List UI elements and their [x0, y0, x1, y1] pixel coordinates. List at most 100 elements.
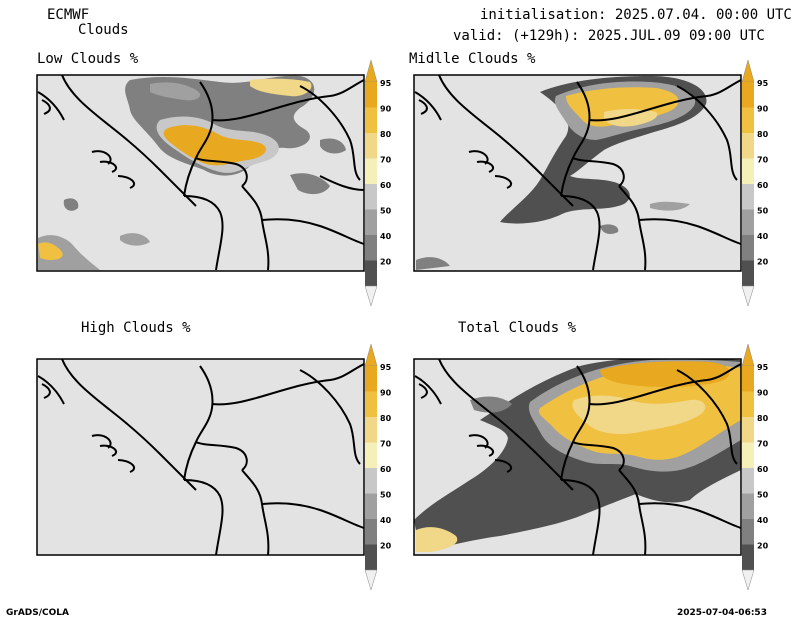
colorbar-segment: [742, 158, 754, 184]
colorbar-bottom-arrow: [741, 569, 755, 591]
colorbar-segment: [365, 184, 377, 210]
footer-timestamp-label: 2025-07-04-06:53: [677, 608, 767, 618]
map-panel-high-clouds: [36, 358, 365, 556]
colorbar-segment: [365, 260, 377, 286]
colorbar-tick-label: 95: [757, 363, 769, 372]
colorbar-segment: [742, 519, 754, 545]
colorbar-tick-label: 60: [380, 465, 392, 474]
panel-title-total-clouds: Total Clouds %: [458, 320, 577, 336]
colorbar-segment: [742, 133, 754, 159]
cloud-field: [470, 396, 512, 413]
colorbar-segment: [365, 468, 377, 494]
colorbar-segment: [742, 391, 754, 417]
borders-and-coastline: [414, 359, 741, 555]
cloud-field: [650, 201, 690, 211]
colorbar: 95 90 80 70 60 50 40 20: [364, 343, 392, 591]
colorbar-segment: [365, 133, 377, 159]
colorbar-tick-label: 80: [757, 414, 769, 423]
colorbar-tick-label: 95: [380, 79, 392, 88]
colorbar-tick-label: 60: [380, 181, 392, 190]
colorbar-tick-label: 50: [757, 207, 769, 216]
cloud-field: [604, 109, 658, 127]
panel-title-low-clouds: Low Clouds %: [37, 51, 139, 67]
map-panel-total-clouds: [413, 358, 742, 556]
colorbar-segment: [742, 493, 754, 519]
borders-and-coastline: [414, 75, 741, 271]
colorbar-tick-label: 40: [380, 516, 392, 525]
colorbar-segment: [742, 107, 754, 133]
colorbar-tick-label: 50: [380, 491, 392, 500]
colorbar-tick-label: 50: [757, 491, 769, 500]
colorbar-tick-label: 90: [757, 105, 769, 114]
colorbar-tick-label: 20: [757, 542, 769, 551]
colorbar-segment: [742, 184, 754, 210]
colorbar-segment: [742, 366, 754, 392]
colorbar-segment: [742, 544, 754, 570]
cloud-field: [290, 173, 330, 195]
initialisation-label: initialisation: 2025.07.04. 00:00 UTC: [480, 7, 792, 23]
footer-software-label: GrADS/COLA: [6, 608, 69, 618]
cloud-field: [150, 82, 201, 101]
cloud-field: [572, 395, 706, 434]
colorbar-segment: [742, 417, 754, 443]
model-label: ECMWF: [47, 7, 90, 23]
colorbar-segment: [365, 544, 377, 570]
colorbar-tick-label: 80: [757, 130, 769, 139]
colorbar-tick-label: 90: [380, 105, 392, 114]
colorbar-tick-label: 50: [380, 207, 392, 216]
map-panel-middle-clouds: [413, 74, 742, 272]
colorbar-tick-label: 40: [380, 232, 392, 241]
colorbars: 95 90 80 70 60 50 40 20 95 90 80 70 60 50 40 20 95 90 80 70…: [364, 59, 769, 591]
cloud-field: [250, 78, 312, 97]
colorbar-segment: [365, 366, 377, 392]
colorbar-segment: [365, 107, 377, 133]
cloud-field: [120, 233, 150, 246]
cloud-field: [600, 224, 619, 234]
cloud-field: [320, 138, 346, 154]
valid-time-label: valid: (+129h): 2025.JUL.09 09:00 UTC: [453, 28, 765, 44]
cloud-field: [63, 198, 79, 211]
colorbar-segment: [365, 442, 377, 468]
colorbar-top-arrow: [741, 59, 755, 83]
colorbar-top-arrow: [741, 343, 755, 367]
colorbar-segment: [365, 493, 377, 519]
colorbar-tick-label: 70: [757, 440, 769, 449]
cloud-field: [163, 125, 267, 166]
colorbar-tick-label: 80: [380, 130, 392, 139]
colorbar-tick-label: 95: [757, 79, 769, 88]
colorbar-bottom-arrow: [364, 285, 378, 307]
colorbar-tick-label: 20: [757, 258, 769, 267]
colorbar-tick-label: 70: [757, 156, 769, 165]
colorbar-top-arrow: [364, 343, 378, 367]
colorbar-segment: [365, 82, 377, 108]
borders-and-coastline: [37, 75, 364, 271]
colorbar-segment: [742, 442, 754, 468]
map-panel-low-clouds: [36, 74, 365, 272]
colorbar-segment: [742, 260, 754, 286]
colorbar-tick-label: 95: [380, 363, 392, 372]
colorbar-segment: [365, 158, 377, 184]
colorbar-tick-label: 20: [380, 258, 392, 267]
colorbar-bottom-arrow: [741, 285, 755, 307]
colorbar-segment: [742, 209, 754, 235]
colorbar-segment: [365, 209, 377, 235]
colorbar-segment: [365, 235, 377, 261]
colorbar-tick-label: 70: [380, 156, 392, 165]
colorbar-tick-label: 60: [757, 465, 769, 474]
colorbar-bottom-arrow: [364, 569, 378, 591]
colorbar-segment: [742, 82, 754, 108]
colorbar: 95 90 80 70 60 50 40 20: [364, 59, 392, 307]
colorbar-tick-label: 40: [757, 232, 769, 241]
product-label: Clouds: [78, 22, 129, 38]
colorbar-tick-label: 60: [757, 181, 769, 190]
colorbar-tick-label: 20: [380, 542, 392, 551]
colorbar: 95 90 80 70 60 50 40 20: [741, 343, 769, 591]
colorbar-tick-label: 40: [757, 516, 769, 525]
colorbar-segment: [365, 391, 377, 417]
colorbar-tick-label: 70: [380, 440, 392, 449]
colorbar-segment: [742, 468, 754, 494]
cloud-field: [416, 257, 450, 270]
colorbar-tick-label: 90: [757, 389, 769, 398]
borders-and-coastline: [37, 359, 364, 555]
